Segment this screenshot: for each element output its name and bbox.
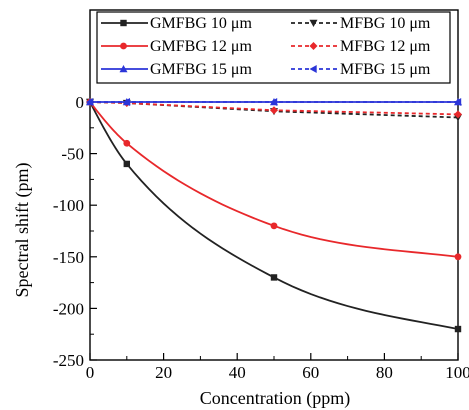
series-0 <box>86 98 462 333</box>
series-line <box>89 101 459 119</box>
legend-item: MFBG 15 μm <box>291 61 431 78</box>
series-line <box>89 101 459 258</box>
legend-item: MFBG 10 μm <box>291 15 431 32</box>
x-tick-label: 40 <box>229 363 246 382</box>
legend-label: GMFBG 12 μm <box>150 38 252 55</box>
legend: GMFBG 10 μm MFBG 10 μm GMFBG 12 μm MFBG 12 … <box>96 11 451 84</box>
y-tick-label: -250 <box>53 351 84 370</box>
data-point <box>120 19 127 27</box>
data-point <box>119 65 128 73</box>
data-point <box>454 110 462 119</box>
data-point <box>309 42 318 50</box>
x-tick-label: 0 <box>86 363 95 382</box>
legend-item: GMFBG 12 μm <box>101 38 252 55</box>
data-point <box>122 98 130 106</box>
data-point <box>309 19 318 27</box>
data-point <box>120 42 127 50</box>
legend-box <box>96 11 451 84</box>
y-tick-label: -50 <box>61 145 84 164</box>
y-tick-label: -150 <box>53 248 84 267</box>
series-line <box>89 101 459 116</box>
data-point <box>454 325 462 333</box>
series-5 <box>86 98 462 106</box>
y-tick-label: -200 <box>53 299 84 318</box>
data-point <box>123 139 131 147</box>
y-axis-title: Spectral shift (pm) <box>12 163 33 298</box>
x-tick-label: 80 <box>376 363 393 382</box>
y-tick-label: -100 <box>53 196 84 215</box>
data-point <box>270 274 278 281</box>
data-point <box>86 98 94 106</box>
series-line <box>89 101 459 330</box>
legend-item: GMFBG 15 μm <box>101 61 252 78</box>
series-2 <box>86 98 462 261</box>
data-point <box>309 65 317 73</box>
data-point <box>454 98 462 106</box>
legend-item: MFBG 12 μm <box>291 38 431 55</box>
axes: 0 20 40 60 80 100 0 -50 -100 -150 -200 -250 <box>53 93 469 382</box>
legend-item: GMFBG 10 μm <box>101 15 252 32</box>
x-axis-title: Concentration (ppm) <box>200 388 350 409</box>
series-layer <box>86 98 462 333</box>
x-tick-label: 60 <box>302 363 319 382</box>
legend-label: MFBG 10 μm <box>340 15 431 32</box>
data-point <box>270 106 278 115</box>
legend-label: MFBG 15 μm <box>340 61 431 78</box>
data-point <box>270 98 278 106</box>
data-point <box>123 160 130 168</box>
data-point <box>454 253 462 261</box>
y-tick-label: 0 <box>76 93 85 112</box>
legend-label: GMFBG 10 μm <box>150 15 252 32</box>
legend-label: MFBG 12 μm <box>340 38 431 55</box>
legend-label: GMFBG 15 μm <box>150 61 252 78</box>
x-tick-label: 20 <box>155 363 172 382</box>
x-tick-label: 100 <box>445 363 469 382</box>
data-point <box>270 222 278 230</box>
